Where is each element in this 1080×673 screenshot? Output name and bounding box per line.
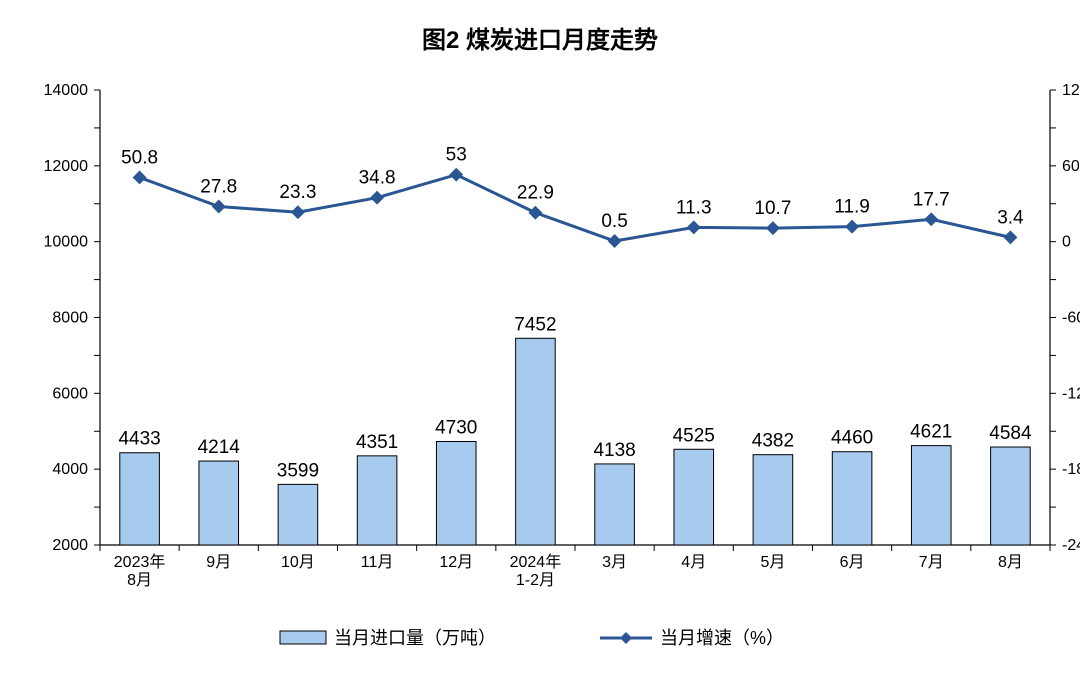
svg-text:3599: 3599 [277, 460, 319, 481]
svg-text:0.5: 0.5 [601, 211, 627, 232]
svg-text:4525: 4525 [673, 425, 715, 446]
svg-text:当月增速（%）: 当月增速（%） [660, 628, 784, 648]
svg-text:4433: 4433 [118, 429, 160, 450]
svg-text:8月: 8月 [127, 572, 152, 589]
svg-text:12月: 12月 [439, 554, 473, 571]
svg-text:34.8: 34.8 [359, 168, 396, 189]
svg-text:4月: 4月 [681, 554, 706, 571]
svg-text:22.9: 22.9 [517, 183, 554, 204]
svg-text:23.3: 23.3 [279, 182, 316, 203]
svg-text:27.8: 27.8 [200, 177, 237, 198]
svg-text:11.9: 11.9 [834, 197, 870, 218]
svg-text:4730: 4730 [435, 417, 477, 438]
svg-text:10000: 10000 [44, 234, 89, 251]
svg-text:7月: 7月 [919, 554, 944, 571]
svg-text:7452: 7452 [514, 314, 556, 335]
svg-text:-60: -60 [1062, 310, 1080, 327]
svg-text:3月: 3月 [602, 554, 627, 571]
chart-container: 图2 煤炭进口月度走势 2000400060008000100001200014… [0, 0, 1080, 673]
svg-text:14000: 14000 [44, 82, 89, 99]
svg-text:4214: 4214 [198, 437, 241, 458]
svg-text:50.8: 50.8 [121, 147, 158, 168]
svg-text:11月: 11月 [361, 554, 394, 571]
svg-text:-240: -240 [1062, 537, 1080, 554]
svg-text:53: 53 [446, 145, 467, 166]
svg-text:2024年: 2024年 [510, 553, 562, 571]
svg-text:5月: 5月 [760, 554, 785, 571]
svg-text:120: 120 [1062, 82, 1080, 99]
svg-text:4000: 4000 [52, 461, 88, 478]
svg-text:9月: 9月 [206, 554, 231, 571]
svg-text:4584: 4584 [989, 423, 1032, 444]
svg-text:-120: -120 [1062, 385, 1080, 402]
svg-text:4382: 4382 [752, 431, 794, 452]
svg-text:4351: 4351 [356, 432, 398, 453]
combo-chart: 2000 4000 6000 8000 10000 12000 14000 -240 -180 -… [0, 0, 1080, 673]
svg-text:6000: 6000 [52, 385, 88, 402]
svg-text:8000: 8000 [52, 310, 88, 327]
svg-text:6月: 6月 [840, 554, 865, 571]
svg-text:12000: 12000 [44, 158, 89, 175]
svg-text:2000: 2000 [52, 537, 88, 554]
svg-text:10.7: 10.7 [754, 198, 791, 219]
svg-text:17.7: 17.7 [913, 189, 950, 210]
svg-text:0: 0 [1062, 234, 1071, 251]
svg-text:当月进口量（万吨）: 当月进口量（万吨） [334, 628, 496, 648]
svg-text:2023年: 2023年 [114, 553, 166, 571]
svg-text:8月: 8月 [998, 554, 1023, 571]
svg-text:-180: -180 [1062, 461, 1080, 478]
svg-text:4138: 4138 [593, 440, 635, 461]
svg-text:10月: 10月 [281, 554, 315, 571]
svg-text:3.4: 3.4 [997, 207, 1024, 228]
svg-text:11.3: 11.3 [676, 197, 712, 218]
svg-text:1-2月: 1-2月 [516, 572, 555, 589]
svg-text:4460: 4460 [831, 428, 873, 449]
svg-text:4621: 4621 [910, 422, 952, 443]
svg-text:60: 60 [1062, 158, 1080, 175]
